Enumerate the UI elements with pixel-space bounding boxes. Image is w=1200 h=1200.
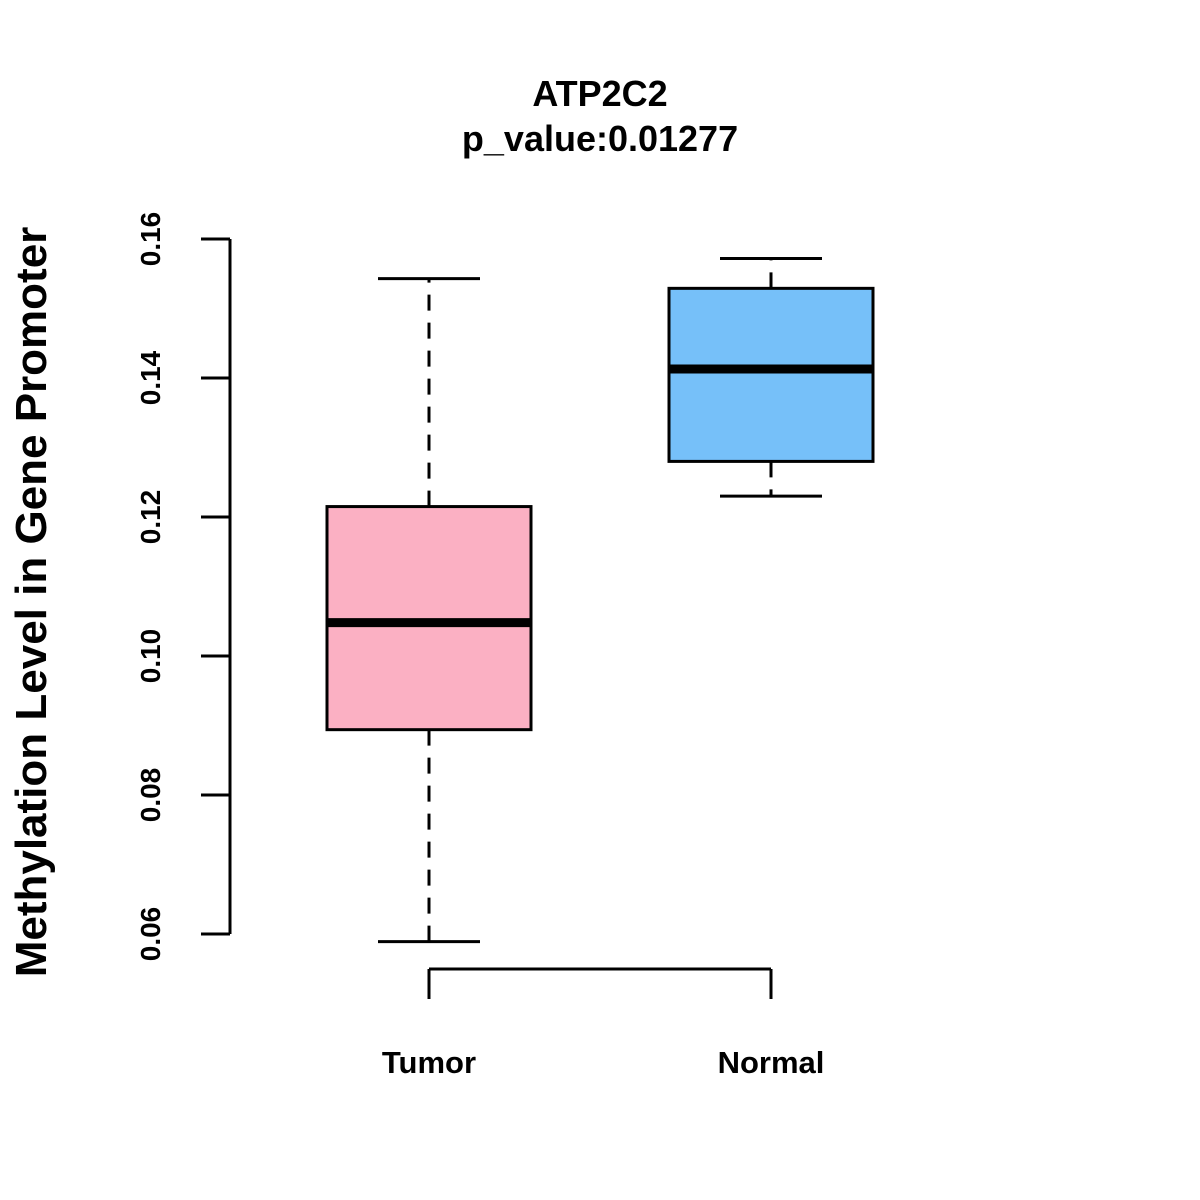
iqr-box-tumor xyxy=(325,505,533,732)
y-tick-label: 0.16 xyxy=(135,212,166,267)
chart-subtitle: p_value:0.01277 xyxy=(462,118,738,159)
box-normal xyxy=(667,256,875,498)
y-tick-label: 0.08 xyxy=(135,768,166,823)
boxes xyxy=(325,256,875,944)
iqr-box-normal xyxy=(667,286,875,463)
x-tick-label-tumor: Tumor xyxy=(382,1045,476,1080)
y-tick-label: 0.10 xyxy=(135,629,166,684)
y-axis: 0.06 0.08 0.10 0.12 0.14 0.16 xyxy=(135,212,232,962)
x-axis: Tumor Normal xyxy=(382,967,825,1080)
y-tick-label: 0.06 xyxy=(135,907,166,962)
y-tick-label: 0.14 xyxy=(135,350,166,405)
y-tick-label: 0.12 xyxy=(135,490,166,545)
chart-title: ATP2C2 xyxy=(532,73,667,114)
x-tick-label-normal: Normal xyxy=(718,1045,825,1080)
box-tumor xyxy=(325,277,533,944)
y-axis-label: Methylation Level in Gene Promoter xyxy=(7,227,56,978)
